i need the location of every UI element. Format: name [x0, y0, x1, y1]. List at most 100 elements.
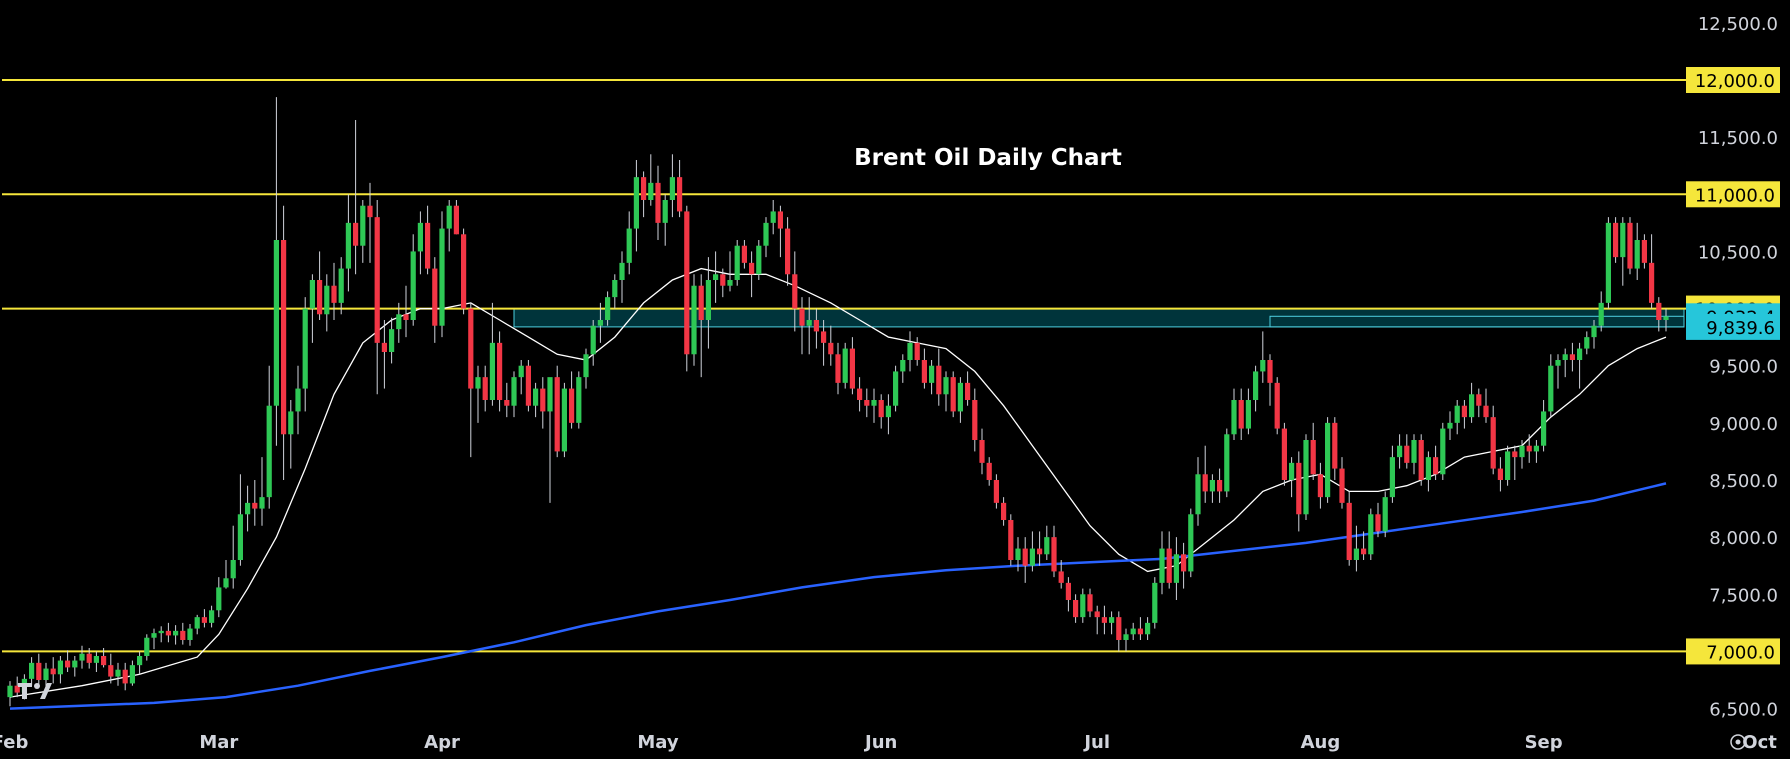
candle: [475, 365, 481, 423]
price-tag[interactable]: 12,000.0: [1686, 67, 1780, 93]
x-tick-label: Jul: [1082, 732, 1110, 753]
candle-body: [468, 308, 474, 389]
y-tick-label: 6,500.0: [1709, 700, 1778, 721]
candle: [626, 211, 632, 275]
candle: [309, 274, 315, 343]
candle: [1440, 422, 1446, 480]
candle: [921, 348, 927, 389]
y-axis: 12,500.0 11,500.0 9,500.0 9,000.0 8,500.0 8,0…: [1698, 14, 1778, 721]
candle: [1296, 451, 1302, 532]
candle-body: [1483, 405, 1489, 418]
tradingview-logo-icon: [18, 683, 52, 699]
candle-body: [1281, 428, 1287, 480]
candle-body: [713, 274, 719, 280]
candle-body: [1512, 451, 1518, 458]
candle: [151, 628, 157, 650]
candle: [590, 320, 596, 366]
y-tick-label: 11,500.0: [1698, 128, 1778, 149]
candle: [1368, 508, 1374, 560]
candle: [1425, 451, 1431, 492]
candle-body: [1159, 548, 1165, 583]
candle-body: [900, 360, 906, 372]
candle: [1346, 491, 1352, 566]
candle: [612, 274, 618, 309]
candle-body: [1562, 354, 1568, 360]
candle: [893, 365, 899, 412]
candle-body: [266, 405, 272, 498]
candle-body: [1253, 371, 1259, 400]
candle: [979, 428, 985, 475]
candle-body: [770, 211, 776, 223]
candle-body: [259, 497, 265, 509]
candle: [79, 645, 85, 669]
candle: [86, 648, 92, 669]
moving-average-long: [9, 482, 1667, 710]
candle-body: [1519, 445, 1525, 458]
price-tag[interactable]: 11,000.0: [1686, 181, 1780, 208]
candle-body: [554, 377, 560, 452]
candle-body: [1375, 514, 1381, 532]
candle-body: [14, 685, 20, 693]
candle: [1281, 422, 1287, 486]
candle-body: [374, 217, 380, 343]
candle: [806, 297, 812, 355]
candle: [1656, 297, 1662, 332]
candle-body: [1116, 617, 1122, 640]
candle-body: [691, 285, 697, 355]
candle: [914, 337, 920, 366]
candle-body: [317, 280, 323, 315]
candle-body: [180, 630, 186, 640]
candle: [29, 657, 35, 686]
candle: [1649, 234, 1655, 309]
candle: [1483, 388, 1489, 423]
candle-body: [763, 222, 769, 246]
candle-body: [1188, 514, 1194, 572]
candle-body: [1202, 474, 1208, 492]
candle: [1274, 377, 1280, 435]
candle-body: [309, 280, 315, 309]
candle-body: [1173, 554, 1179, 583]
candle: [1332, 417, 1338, 480]
candle: [1109, 611, 1115, 635]
candle-body: [425, 222, 431, 269]
candle: [619, 251, 625, 303]
candle-body: [835, 354, 841, 383]
candle: [115, 662, 121, 686]
candle-body: [648, 182, 654, 200]
candle-body: [1044, 537, 1050, 555]
support-zones: [513, 308, 1685, 328]
candle: [648, 154, 654, 206]
candle: [1173, 537, 1179, 600]
candle: [1044, 525, 1050, 560]
candle: [1598, 291, 1604, 332]
candle-body: [907, 342, 913, 360]
price-tag[interactable]: 7,000.0: [1686, 638, 1780, 665]
candle: [972, 388, 978, 452]
candle: [511, 371, 517, 418]
candle-body: [1152, 582, 1158, 623]
candle-body: [864, 400, 870, 406]
settings-icon[interactable]: [1730, 734, 1746, 750]
candle-body: [201, 617, 207, 623]
price-tag[interactable]: 9,839.6: [1686, 313, 1780, 340]
candle: [749, 251, 755, 298]
candle-body: [1080, 594, 1086, 618]
candle: [633, 160, 639, 252]
candle: [777, 205, 783, 258]
candle: [1569, 342, 1575, 372]
candle-body: [43, 668, 49, 680]
candle-body: [684, 211, 690, 355]
candle-body: [871, 400, 877, 406]
candle-body: [158, 630, 164, 634]
candle-body: [641, 177, 647, 200]
candle-body: [993, 480, 999, 503]
candle-body: [1469, 394, 1475, 418]
candle: [1195, 457, 1201, 526]
candle-body: [1325, 422, 1331, 498]
candle-body: [828, 342, 834, 355]
candle: [482, 365, 488, 412]
candle-body: [396, 314, 402, 330]
candle: [1058, 560, 1064, 589]
candle: [1073, 594, 1079, 623]
candle-body: [633, 177, 639, 229]
